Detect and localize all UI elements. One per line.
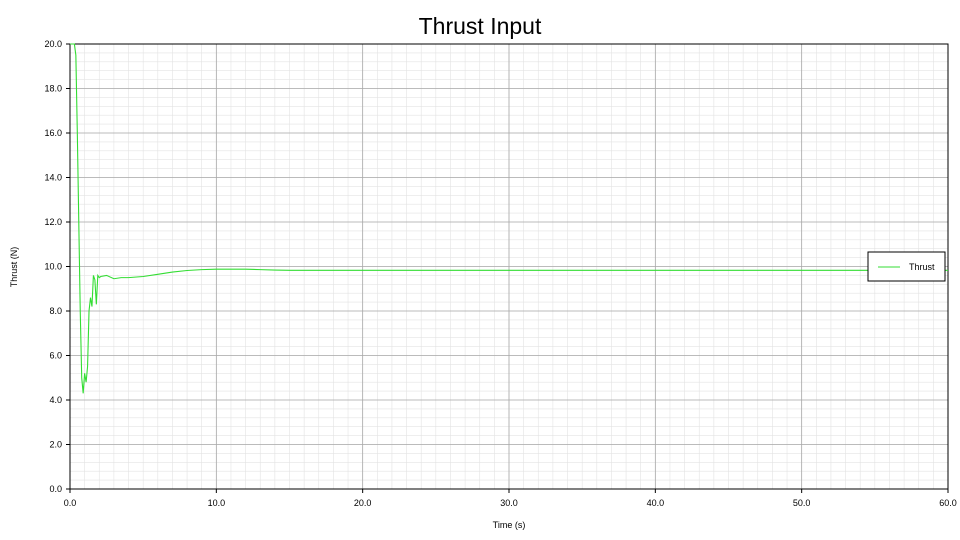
y-tick-label: 8.0 bbox=[49, 306, 62, 316]
x-tick-label: 0.0 bbox=[64, 498, 77, 508]
series-line-thrust bbox=[70, 43, 948, 394]
y-tick-label: 0.0 bbox=[49, 484, 62, 494]
y-tick-label: 14.0 bbox=[44, 173, 62, 183]
chart-title: Thrust Input bbox=[419, 13, 542, 39]
y-tick-label: 18.0 bbox=[44, 84, 62, 94]
legend-label-thrust: Thrust bbox=[909, 262, 935, 272]
y-tick-label: 12.0 bbox=[44, 217, 62, 227]
x-tick-label: 10.0 bbox=[208, 498, 226, 508]
x-tick-label: 30.0 bbox=[500, 498, 518, 508]
x-tick-label: 50.0 bbox=[793, 498, 811, 508]
x-tick-label: 60.0 bbox=[939, 498, 957, 508]
y-tick-label: 6.0 bbox=[49, 351, 62, 361]
x-tick-label: 20.0 bbox=[354, 498, 372, 508]
series-layer bbox=[70, 43, 948, 394]
y-tick-label: 10.0 bbox=[44, 262, 62, 272]
y-axis-label: Thrust (N) bbox=[9, 247, 19, 288]
y-tick-label: 4.0 bbox=[49, 395, 62, 405]
y-axis-ticks: 0.0 2.0 4.0 6.0 8.0 10.0 12.0 14.0 16.0 18.0 20.0 bbox=[44, 39, 70, 494]
y-tick-label: 16.0 bbox=[44, 128, 62, 138]
x-tick-label: 40.0 bbox=[647, 498, 665, 508]
x-axis-ticks: 0.0 10.0 20.0 30.0 40.0 50.0 60.0 bbox=[64, 489, 957, 508]
legend: Thrust bbox=[867, 251, 946, 282]
y-tick-label: 2.0 bbox=[49, 440, 62, 450]
x-axis-label: Time (s) bbox=[493, 520, 526, 530]
y-tick-label: 20.0 bbox=[44, 39, 62, 49]
